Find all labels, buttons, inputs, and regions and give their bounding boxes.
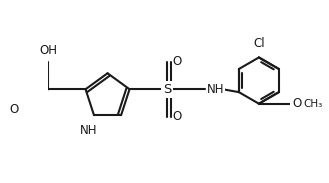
Text: O: O <box>10 103 19 116</box>
Text: O: O <box>292 97 301 110</box>
Text: OH: OH <box>39 44 57 57</box>
Text: S: S <box>163 83 171 96</box>
Text: O: O <box>172 55 181 68</box>
Text: CH₃: CH₃ <box>303 99 322 109</box>
Text: Cl: Cl <box>253 37 265 50</box>
Text: NH: NH <box>79 124 97 137</box>
Text: O: O <box>172 110 181 123</box>
Text: NH: NH <box>207 83 224 96</box>
